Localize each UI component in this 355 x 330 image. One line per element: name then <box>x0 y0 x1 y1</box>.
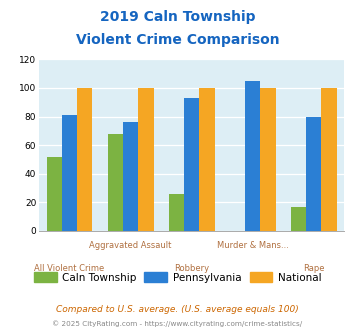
Text: Rape: Rape <box>303 264 324 273</box>
Text: Compared to U.S. average. (U.S. average equals 100): Compared to U.S. average. (U.S. average … <box>56 305 299 314</box>
Text: Aggravated Assault: Aggravated Assault <box>89 241 172 250</box>
Bar <box>123 122 138 231</box>
Text: © 2025 CityRating.com - https://www.cityrating.com/crime-statistics/: © 2025 CityRating.com - https://www.city… <box>53 320 302 327</box>
Text: All Violent Crime: All Violent Crime <box>34 264 105 273</box>
Bar <box>306 116 322 231</box>
Bar <box>291 207 306 231</box>
Text: 2019 Caln Township: 2019 Caln Township <box>100 10 255 24</box>
Text: Murder & Mans...: Murder & Mans... <box>217 241 289 250</box>
Bar <box>169 194 184 231</box>
Bar <box>77 88 92 231</box>
Bar <box>138 88 153 231</box>
Bar <box>108 134 123 231</box>
Bar <box>245 81 261 231</box>
Text: Robbery: Robbery <box>174 264 209 273</box>
Bar <box>184 98 200 231</box>
Text: Violent Crime Comparison: Violent Crime Comparison <box>76 33 279 47</box>
Bar <box>200 88 214 231</box>
Bar <box>322 88 337 231</box>
Bar <box>261 88 275 231</box>
Legend: Caln Township, Pennsylvania, National: Caln Township, Pennsylvania, National <box>29 268 326 287</box>
Bar <box>62 115 77 231</box>
Bar <box>47 157 62 231</box>
